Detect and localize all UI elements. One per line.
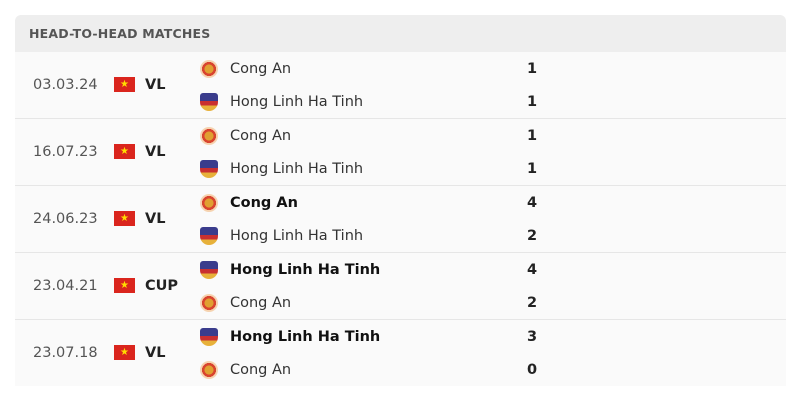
team-home: Cong An [200, 125, 291, 147]
competition: VL [145, 77, 166, 93]
cong-an-logo-icon [200, 60, 218, 78]
team-name: Cong An [230, 195, 298, 211]
home-score: 4 [527, 262, 538, 278]
match-date: 24.06.23 [33, 211, 98, 227]
h2h-panel: HEAD-TO-HEAD MATCHES 03.03.24 ★ VL Cong … [15, 15, 786, 386]
match-date: 23.07.18 [33, 345, 98, 361]
team-name: Cong An [230, 295, 292, 311]
team-home: Cong An [200, 192, 298, 214]
away-score: 2 [527, 228, 538, 244]
team-away: Cong An [200, 292, 291, 314]
team-away: Hong Linh Ha Tinh [200, 158, 363, 180]
team-name: Hong Linh Ha Tinh [230, 329, 381, 345]
team-name: Cong An [230, 61, 292, 77]
away-score: 0 [527, 362, 538, 378]
cong-an-logo-icon [200, 361, 218, 379]
team-away: Hong Linh Ha Tinh [200, 225, 363, 247]
home-score: 1 [527, 128, 538, 144]
vietnam-flag-icon: ★ [114, 278, 135, 293]
team-name: Cong An [230, 128, 292, 144]
team-name: Hong Linh Ha Tinh [230, 94, 364, 110]
home-score: 3 [527, 329, 538, 345]
team-name: Cong An [230, 362, 292, 378]
competition: VL [145, 345, 166, 361]
away-score: 2 [527, 295, 538, 311]
hong-linh-ha-tinh-logo-icon [200, 160, 218, 178]
away-score: 1 [527, 94, 538, 110]
away-score: 1 [527, 161, 538, 177]
match-row[interactable]: 03.03.24 ★ VL Cong An Hong Linh Ha Tinh … [15, 52, 786, 118]
match-date: 23.04.21 [33, 278, 98, 294]
section-title: HEAD-TO-HEAD MATCHES [15, 15, 786, 52]
match-row[interactable]: 23.04.21 ★ CUP Hong Linh Ha Tinh Cong An… [15, 252, 786, 319]
competition: CUP [145, 278, 179, 294]
match-row[interactable]: 16.07.23 ★ VL Cong An Hong Linh Ha Tinh … [15, 118, 786, 185]
vietnam-flag-icon: ★ [114, 211, 135, 226]
vietnam-flag-icon: ★ [114, 144, 135, 159]
cong-an-logo-icon [200, 194, 218, 212]
competition: VL [145, 211, 166, 227]
vietnam-flag-icon: ★ [114, 77, 135, 92]
competition: VL [145, 144, 166, 160]
hong-linh-ha-tinh-logo-icon [200, 93, 218, 111]
team-home: Hong Linh Ha Tinh [200, 259, 380, 281]
team-name: Hong Linh Ha Tinh [230, 228, 364, 244]
hong-linh-ha-tinh-logo-icon [200, 328, 218, 346]
home-score: 1 [527, 61, 538, 77]
hong-linh-ha-tinh-logo-icon [200, 261, 218, 279]
team-away: Cong An [200, 359, 291, 381]
home-score: 4 [527, 195, 538, 211]
cong-an-logo-icon [200, 127, 218, 145]
cong-an-logo-icon [200, 294, 218, 312]
match-date: 16.07.23 [33, 144, 98, 160]
hong-linh-ha-tinh-logo-icon [200, 227, 218, 245]
vietnam-flag-icon: ★ [114, 345, 135, 360]
team-away: Hong Linh Ha Tinh [200, 91, 363, 113]
team-home: Cong An [200, 58, 291, 80]
match-row[interactable]: 24.06.23 ★ VL Cong An Hong Linh Ha Tinh … [15, 185, 786, 252]
match-date: 03.03.24 [33, 77, 98, 93]
match-row[interactable]: 23.07.18 ★ VL Hong Linh Ha Tinh Cong An … [15, 319, 786, 386]
team-name: Hong Linh Ha Tinh [230, 161, 364, 177]
team-home: Hong Linh Ha Tinh [200, 326, 380, 348]
team-name: Hong Linh Ha Tinh [230, 262, 381, 278]
